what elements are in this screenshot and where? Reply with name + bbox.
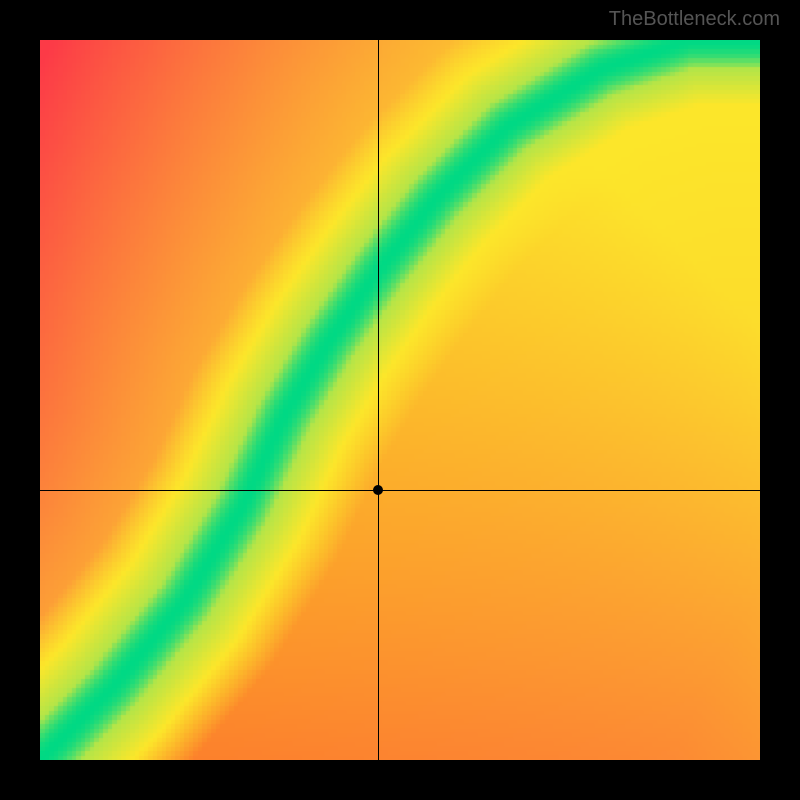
plot-area: [40, 40, 760, 760]
watermark-text: TheBottleneck.com: [609, 8, 780, 31]
crosshair-dot: [373, 485, 383, 495]
crosshair-horizontal: [40, 490, 760, 491]
chart-container: TheBottleneck.com: [0, 0, 800, 800]
heatmap-canvas: [40, 40, 760, 760]
crosshair-vertical: [378, 40, 379, 760]
